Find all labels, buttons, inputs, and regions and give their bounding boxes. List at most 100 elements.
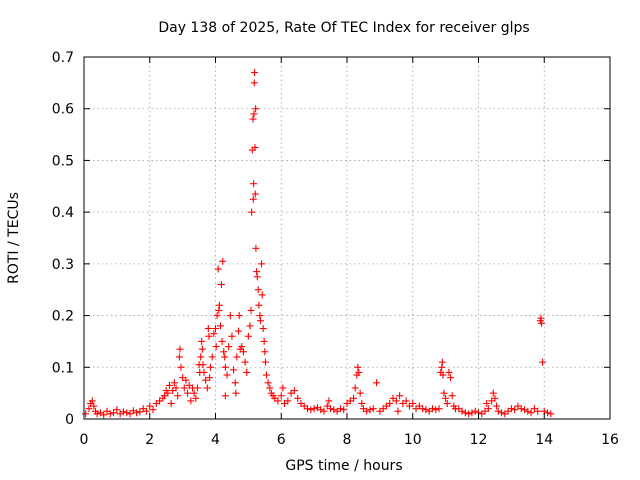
- x-tick-label: 12: [470, 432, 488, 448]
- data-point: [373, 379, 381, 387]
- data-point: [85, 405, 93, 413]
- data-point: [458, 407, 466, 415]
- data-point: [483, 399, 491, 407]
- data-point: [274, 397, 282, 405]
- data-point: [534, 407, 542, 415]
- data-point: [432, 406, 440, 414]
- data-point: [216, 322, 224, 330]
- data-point: [366, 406, 374, 414]
- data-point: [136, 408, 144, 416]
- data-point: [193, 384, 201, 392]
- data-point: [205, 332, 213, 340]
- data-point: [266, 384, 274, 392]
- y-axis-label: ROTI / TECUs: [6, 192, 22, 284]
- x-axis-label: GPS time / hours: [285, 458, 402, 474]
- data-point: [539, 358, 547, 366]
- data-point: [290, 387, 298, 395]
- data-point: [225, 343, 233, 351]
- data-point: [252, 105, 260, 113]
- data-point: [524, 407, 532, 415]
- data-point: [249, 115, 257, 123]
- x-tick-label: 2: [145, 432, 154, 448]
- data-point: [231, 379, 239, 387]
- data-point: [235, 327, 243, 335]
- data-point: [498, 409, 506, 417]
- data-point: [251, 69, 259, 77]
- data-point: [256, 312, 264, 320]
- data-point: [465, 410, 473, 418]
- data-point: [422, 406, 430, 414]
- data-point: [210, 330, 218, 338]
- data-point: [394, 407, 402, 415]
- data-point: [253, 273, 261, 281]
- data-point: [170, 379, 178, 387]
- data-point: [219, 257, 227, 265]
- data-point: [327, 405, 335, 413]
- data-point: [261, 358, 269, 366]
- data-point: [215, 306, 223, 314]
- data-point: [207, 363, 215, 371]
- data-point: [396, 392, 404, 400]
- data-point: [304, 405, 312, 413]
- x-tick-label: 4: [211, 432, 220, 448]
- data-point: [419, 405, 427, 413]
- data-point: [294, 394, 302, 402]
- data-point: [491, 394, 499, 402]
- data-point: [277, 392, 285, 400]
- data-point: [198, 337, 206, 345]
- data-point: [221, 363, 229, 371]
- data-point: [249, 195, 257, 203]
- data-point: [336, 405, 344, 413]
- data-point: [517, 405, 525, 413]
- data-point: [409, 399, 417, 407]
- data-point: [175, 353, 183, 361]
- data-point: [203, 384, 211, 392]
- data-point: [187, 397, 195, 405]
- data-point: [260, 337, 268, 345]
- data-point: [254, 286, 262, 294]
- data-point: [435, 405, 443, 413]
- data-point: [250, 180, 258, 188]
- data-point: [261, 348, 269, 356]
- data-point: [235, 312, 243, 320]
- data-point: [184, 389, 192, 397]
- data-point: [247, 306, 255, 314]
- data-point: [220, 348, 228, 356]
- data-point: [241, 358, 249, 366]
- data-point: [440, 389, 448, 397]
- x-tick-label: 0: [80, 432, 89, 448]
- data-point: [253, 268, 261, 276]
- data-point: [93, 410, 101, 418]
- data-point: [354, 363, 362, 371]
- data-point: [307, 406, 315, 414]
- data-point: [123, 409, 131, 417]
- data-point: [226, 312, 234, 320]
- data-point: [172, 384, 180, 392]
- data-point: [538, 319, 546, 327]
- data-point: [493, 402, 501, 410]
- data-point: [468, 409, 476, 417]
- data-point: [177, 363, 185, 371]
- data-point: [200, 368, 208, 376]
- y-tick-label: 0.4: [52, 205, 74, 221]
- y-tick-label: 0.6: [52, 102, 74, 118]
- data-point: [214, 265, 222, 273]
- x-tick-label: 16: [601, 432, 619, 448]
- data-point: [340, 406, 348, 414]
- data-point: [252, 244, 260, 252]
- data-point: [310, 405, 318, 413]
- x-tick-label: 8: [343, 432, 352, 448]
- data-point: [223, 371, 231, 379]
- data-point: [113, 406, 121, 414]
- y-tick-label: 0.5: [52, 153, 74, 169]
- data-point: [257, 317, 265, 325]
- data-point: [239, 348, 247, 356]
- data-point: [317, 406, 325, 414]
- data-point: [146, 402, 154, 410]
- data-point: [192, 394, 200, 402]
- data-point: [358, 399, 366, 407]
- data-point: [110, 409, 118, 417]
- chart-title: Day 138 of 2025, Rate Of TEC Index for r…: [158, 20, 529, 36]
- data-point: [198, 345, 206, 353]
